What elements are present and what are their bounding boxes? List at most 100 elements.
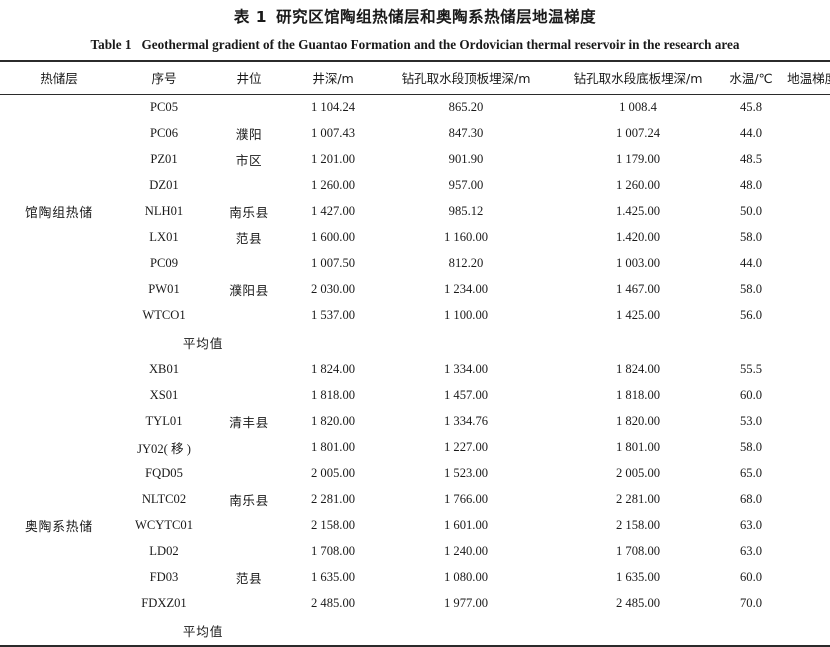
column-header-bottom-depth: 钻孔取水段底板埋深/m [573,70,703,86]
table-row: DZ01 1 260.00 957.00 1 260.00 48.0 2.96 [0,173,830,199]
table-header-row: 热储层 序号 井位 井深/m 钻孔取水段顶板埋深/m 钻孔取水段底板埋深/m 水… [0,60,830,95]
average-spacer [554,329,722,357]
reservoir-label-cell: 馆陶组热储 [25,206,93,222]
average-label: 平均值 [182,336,224,352]
cell-well-depth: 1 007.43 [310,126,356,141]
cell-gradient: 3.14 [780,147,830,173]
cell-gradient: 3.62 [780,225,830,251]
cell-well-depth: 1 201.00 [310,152,356,167]
cell-top-depth: 865.20 [448,100,484,115]
cell-water-temp: 44.0 [739,256,763,271]
table-number-chinese: 表 1 [233,8,268,26]
cell-well-depth: 2 030.00 [310,282,356,297]
cell-water-temp: 60.0 [739,388,763,403]
average-spacer [378,329,554,357]
cell-top-depth: 1 240.00 [443,544,489,559]
cell-top-depth: 1 334.76 [443,414,489,429]
average-spacer [0,329,118,357]
cell-number: WCYTC01 [134,518,194,533]
table-row: WTCO1 1 537.00 1 100.00 1 425.00 56.0 3.23 [0,303,830,329]
cell-top-depth: 1 234.00 [443,282,489,297]
cell-well-location [210,94,288,121]
cell-water-temp: 48.5 [739,152,763,167]
cell-bottom-depth: 1.420.00 [615,230,661,245]
table-row: PC09 1 007.50 812.20 1 003.00 44.0 3.09 [0,251,830,277]
cell-well-location: 南乐县 [229,493,269,509]
column-header-water-temp: 水温/℃ [729,70,773,86]
cell-number: FDXZ01 [141,596,187,611]
cell-bottom-depth: 1 179.00 [615,152,661,167]
cell-bottom-depth: 1 260.00 [615,178,661,193]
cell-water-temp: 55.5 [739,362,763,377]
cell-gradient: 2.48 [780,513,830,539]
cell-well-depth: 1 820.00 [310,414,356,429]
cell-water-temp: 60.0 [739,570,763,585]
cell-number: PZ01 [150,152,178,167]
cell-number: JY02( 移 ) [137,442,191,457]
cell-top-depth: 812.20 [448,256,484,271]
cell-bottom-depth: 1 820.00 [615,414,661,429]
table-row: PZ01 市区 1 201.00 901.90 1 179.00 48.5 3.14 [0,147,830,173]
cell-top-depth: 1 160.00 [443,230,489,245]
table-title-english: Table 1 Geothermal gradient of the Guanta… [0,29,830,59]
table-row: NLTC02 南乐县 2 281.00 1 766.00 2 281.00 68.0 2.7… [0,487,830,513]
cell-top-depth: 985.12 [448,204,484,219]
average-spacer [288,329,378,357]
average-spacer [288,616,378,647]
cell-well-location [210,591,288,617]
cell-number: NLH01 [144,204,184,219]
cell-number: XB01 [148,362,180,377]
table-row: 馆陶组热储 PC05 1 104.24 865.20 1 008.4 45.8 3.19 [0,94,830,221]
cell-gradient: 3.02 [780,121,830,147]
cell-bottom-depth: 2 485.00 [615,596,661,611]
cell-gradient: 2.96 [780,173,830,199]
cell-bottom-depth: 2 281.00 [615,492,661,507]
table-row: FQD05 2 005.00 1 523.00 2 005.00 65.0 2.82 [0,461,830,487]
cell-water-temp: 63.0 [739,544,763,559]
cell-gradient: 3.09 [780,251,830,277]
cell-top-depth: 1 334.00 [443,362,489,377]
cell-top-depth: 957.00 [448,178,484,193]
column-header-well-location: 井位 [236,70,262,86]
cell-top-depth: 847.30 [448,126,484,141]
cell-top-depth: 1 766.00 [443,492,489,507]
cell-water-temp: 48.0 [739,178,763,193]
cell-water-temp: 50.0 [739,204,763,219]
cell-bottom-depth: 1 708.00 [615,544,661,559]
column-header-reservoir: 热储层 [40,70,78,86]
average-label: 平均值 [118,616,288,647]
cell-gradient: 3.23 [780,303,830,329]
cell-top-depth: 1 601.00 [443,518,489,533]
cell-well-location: 濮阳 [235,127,263,143]
cell-number: PW01 [148,282,180,297]
cell-number: FD03 [149,570,179,585]
cell-gradient: 3.19 [780,94,830,121]
cell-well-location [210,539,288,565]
cell-well-depth: 1 635.00 [310,570,356,585]
cell-number: PC09 [150,256,178,271]
table-title-chinese: 表 1 研究区馆陶组热储层和奥陶系热储层地温梯度 [0,0,830,29]
cell-well-location: 南乐县 [229,205,269,221]
cell-well-location [210,435,288,461]
average-gradient: 2.67 [780,616,830,647]
cell-number: PC05 [150,100,178,115]
cell-top-depth: 1 100.00 [443,308,489,323]
cell-number: FQD05 [145,466,183,481]
cell-well-location: 范县 [235,571,263,587]
cell-gradient: 2.67 [780,383,830,409]
cell-well-depth: 1 104.24 [310,100,356,115]
cell-well-location [210,303,288,329]
table-title-chinese-text: 研究区馆陶组热储层和奥陶系热储层地温梯度 [276,8,597,26]
average-row: 平均值 3.14 [0,329,830,357]
cell-water-temp: 68.0 [739,492,763,507]
cell-bottom-depth: 2 158.00 [615,518,661,533]
cell-water-temp: 63.0 [739,518,763,533]
table-row: XS01 1 818.00 1 457.00 1 818.00 60.0 2.67 [0,383,830,409]
cell-water-temp: 58.0 [739,282,763,297]
column-header-number: 序号 [151,70,177,86]
cell-gradient: 3.15 [780,591,830,617]
average-spacer [722,329,780,357]
cell-top-depth: 1 457.00 [443,388,489,403]
cell-bottom-depth: 1.425.00 [615,204,661,219]
